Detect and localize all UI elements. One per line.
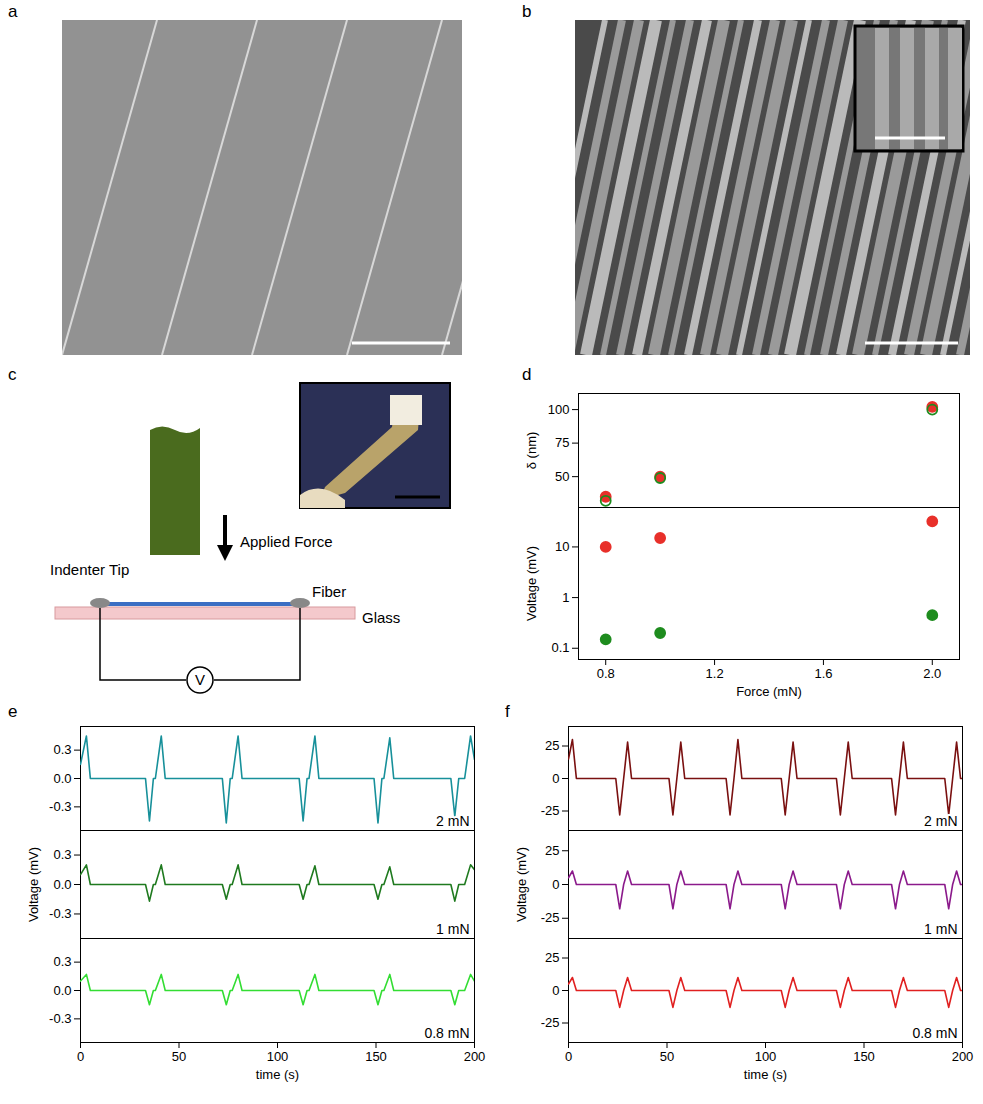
svg-text:-0.3: -0.3 [49, 799, 71, 814]
svg-text:0: 0 [565, 1049, 572, 1064]
svg-text:10: 10 [555, 539, 569, 554]
svg-text:-25: -25 [541, 803, 560, 818]
svg-text:1 mN: 1 mN [924, 921, 957, 937]
html-text:e: e [8, 702, 18, 721]
svg-text:0.0: 0.0 [53, 877, 71, 892]
svg-text:0.0: 0.0 [53, 771, 71, 786]
svg-text:0.3: 0.3 [53, 742, 71, 757]
html-text:a: a [8, 2, 18, 21]
svg-text:1.6: 1.6 [814, 666, 832, 681]
html-text:b: b [522, 2, 532, 21]
svg-text:150: 150 [853, 1049, 875, 1064]
svg-text:2.0: 2.0 [923, 666, 941, 681]
svg-text:1: 1 [562, 590, 569, 605]
svg-text:0.8 mN: 0.8 mN [912, 1025, 957, 1041]
svg-text:Force (mN): Force (mN) [736, 684, 802, 699]
svg-text:Fiber: Fiber [312, 583, 346, 600]
svg-text:75: 75 [555, 435, 569, 450]
svg-text:1.2: 1.2 [706, 666, 724, 681]
svg-text:25: 25 [545, 950, 559, 965]
svg-text:0.3: 0.3 [53, 954, 71, 969]
svg-text:δ (nm): δ (nm) [524, 432, 539, 470]
svg-text:0: 0 [552, 771, 559, 786]
svg-text:Voltage (mV): Voltage (mV) [514, 847, 529, 922]
svg-text:0.1: 0.1 [551, 640, 569, 655]
svg-text:0: 0 [552, 877, 559, 892]
svg-text:25: 25 [545, 843, 559, 858]
svg-text:Voltage (mV): Voltage (mV) [524, 546, 539, 621]
svg-text:-25: -25 [541, 1015, 560, 1030]
svg-text:50: 50 [660, 1049, 674, 1064]
svg-text:0: 0 [77, 1049, 84, 1064]
svg-text:-25: -25 [541, 910, 560, 925]
svg-text:time (s): time (s) [744, 1067, 787, 1082]
svg-text:25: 25 [545, 738, 559, 753]
svg-text:-0.3: -0.3 [49, 1011, 71, 1026]
svg-text:-0.3: -0.3 [49, 906, 71, 921]
svg-text:Indenter Tip: Indenter Tip [50, 561, 129, 578]
svg-text:0.3: 0.3 [53, 847, 71, 862]
svg-text:0.0: 0.0 [53, 983, 71, 998]
html-text:f: f [505, 702, 510, 721]
svg-text:150: 150 [365, 1049, 387, 1064]
svg-text:Applied Force: Applied Force [240, 533, 333, 550]
svg-text:200: 200 [464, 1049, 486, 1064]
svg-text:Glass: Glass [362, 609, 400, 626]
svg-text:V: V [195, 671, 205, 688]
svg-text:2 mN: 2 mN [436, 813, 469, 829]
svg-text:0: 0 [552, 983, 559, 998]
svg-text:0.8: 0.8 [597, 666, 615, 681]
svg-text:200: 200 [952, 1049, 974, 1064]
svg-text:Voltage (mV): Voltage (mV) [26, 847, 41, 922]
html-text:c: c [8, 365, 17, 384]
svg-text:50: 50 [555, 469, 569, 484]
svg-text:2 mN: 2 mN [924, 813, 957, 829]
html-text:d: d [522, 365, 532, 384]
svg-text:100: 100 [548, 402, 570, 417]
svg-text:time (s): time (s) [256, 1067, 299, 1082]
svg-text:0.8 mN: 0.8 mN [424, 1025, 469, 1041]
svg-text:1 mN: 1 mN [436, 921, 469, 937]
svg-text:100: 100 [267, 1049, 289, 1064]
svg-text:100: 100 [755, 1049, 777, 1064]
svg-text:50: 50 [172, 1049, 186, 1064]
